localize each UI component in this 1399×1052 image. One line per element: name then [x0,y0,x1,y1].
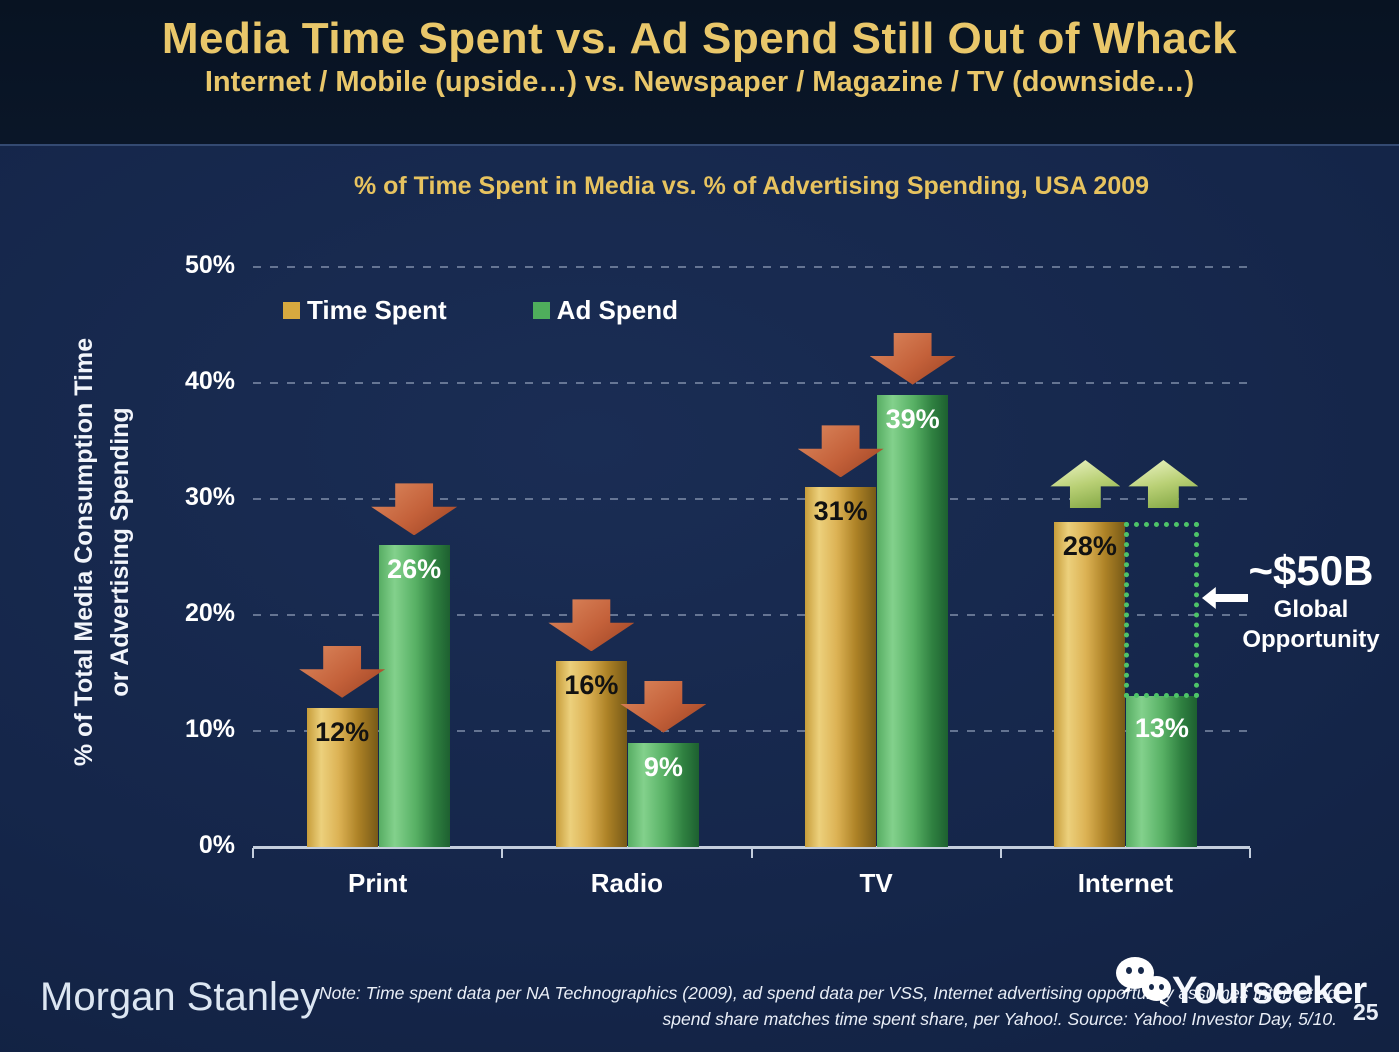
x-axis-tick [1249,848,1251,858]
y-tick-label: 40% [184,367,235,395]
y-tick-label: 30% [184,483,235,511]
bar-value-label-print: 12% [315,716,370,747]
opportunity-label-line1: Global [1273,596,1349,623]
legend-item-time-spent: Time Spent [283,295,447,326]
gridline [253,614,1250,616]
bar-value-label-tv: 39% [885,403,940,434]
down-arrow-icon [869,332,956,385]
x-axis-tick [750,848,753,858]
bar-ad-spend-internet [1126,696,1198,847]
ad-spend-swatch [532,302,550,319]
legend-label-ad-spend: Ad Spend [556,295,679,325]
legend-label-time-spent: Time Spent [307,295,447,325]
bar-value-label-radio: 16% [564,670,619,701]
opportunity-label-line2: Opportunity [1242,626,1380,653]
source-note-line1: Note: Time spent data per NA Technograph… [318,983,1337,1003]
x-axis-tick [501,848,504,858]
bar-value-label-internet: 28% [1062,531,1117,562]
category-label-print: Print [348,868,408,898]
bar-ad-spend-tv [877,394,949,847]
bar-ad-spend-print [378,545,450,847]
up-arrow-icon [1050,460,1121,508]
bar-value-label-tv: 31% [813,496,868,527]
x-axis-line [253,846,1250,849]
time-spent-swatch [283,302,300,319]
wechat-icon [1116,957,1176,1013]
gridline [253,498,1250,500]
x-axis-tick [999,848,1002,858]
gridline [253,730,1250,732]
chart-legend: Time Spent Ad Spend [283,295,678,326]
gridline [253,266,1250,268]
slide-title: Media Time Spent vs. Ad Spend Still Out … [161,14,1238,63]
category-label-internet: Internet [1077,868,1174,898]
bar-value-label-print: 26% [387,554,442,585]
down-arrow-icon [548,599,635,652]
bar-time-spent-print [306,707,378,847]
page-number: 25 [1353,999,1379,1025]
source-note: Note: Time spent data per NA Technograph… [277,980,1337,1033]
category-label-tv: TV [859,868,893,898]
x-axis-tick [252,848,254,858]
opportunity-value: ~$50B [1248,547,1374,594]
watermark-text: Yourseeker [1172,970,1367,1012]
bar-value-label-radio: 9% [643,751,683,782]
bar-value-label-internet: 13% [1134,713,1189,744]
bar-time-spent-radio [555,661,627,847]
bar-time-spent-tv [805,487,877,847]
bar-ad-spend-radio [627,742,699,847]
slide-header: Media Time Spent vs. Ad Spend Still Out … [0,0,1399,146]
slide-subtitle: Internet / Mobile (upside…) vs. Newspape… [204,66,1195,98]
up-arrow-icon [1128,460,1199,508]
y-tick-label: 0% [198,831,235,859]
y-tick-label: 10% [184,715,235,743]
bar-time-spent-internet [1054,522,1126,847]
opportunity-gap-box [1124,522,1200,699]
gridline [253,382,1250,384]
source-note-line2: spend share matches time spent share, pe… [662,1009,1337,1030]
down-arrow-icon [299,645,386,698]
category-label-radio: Radio [590,868,663,898]
y-tick-label: 50% [184,251,235,279]
morgan-stanley-logo: Morgan Stanley [40,975,321,1019]
chart-title: % of Time Spent in Media vs. % of Advert… [353,172,1150,200]
legend-item-ad-spend: Ad Spend [532,295,679,326]
y-tick-label: 20% [184,599,235,627]
down-arrow-icon [371,483,458,536]
